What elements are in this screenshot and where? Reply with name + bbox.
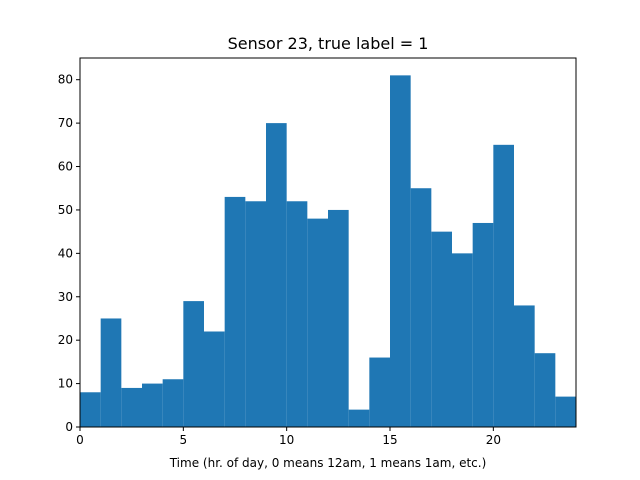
histogram-bar-2 xyxy=(121,388,142,427)
x-axis-label: Time (hr. of day, 0 means 12am, 1 means … xyxy=(169,456,487,470)
histogram-bar-1 xyxy=(101,318,122,427)
histogram-bar-21 xyxy=(514,305,535,427)
y-tick-label: 50 xyxy=(58,203,73,217)
x-tick-label: 5 xyxy=(180,433,188,447)
histogram-bar-18 xyxy=(452,253,473,427)
histogram-bar-19 xyxy=(473,223,494,427)
histogram-bar-12 xyxy=(328,210,349,427)
y-tick-label: 0 xyxy=(65,420,73,434)
histogram-bar-14 xyxy=(369,358,390,427)
histogram-bar-11 xyxy=(307,219,328,427)
y-tick-label: 70 xyxy=(58,116,73,130)
y-tick-label: 20 xyxy=(58,333,73,347)
histogram-bar-10 xyxy=(287,201,308,427)
y-tick-label: 10 xyxy=(58,377,73,391)
histogram-bar-7 xyxy=(225,197,246,427)
histogram-bar-23 xyxy=(555,397,576,427)
histogram-bar-4 xyxy=(163,379,184,427)
histogram-bar-15 xyxy=(390,75,411,427)
histogram-bar-0 xyxy=(80,392,101,427)
y-tick-label: 40 xyxy=(58,246,73,260)
histogram-bar-16 xyxy=(411,188,432,427)
y-tick-label: 60 xyxy=(58,160,73,174)
y-tick-label: 80 xyxy=(58,73,73,87)
histogram-bar-20 xyxy=(493,145,514,427)
histogram-bar-22 xyxy=(535,353,556,427)
x-tick-label: 20 xyxy=(486,433,501,447)
histogram-bar-9 xyxy=(266,123,287,427)
histogram-bar-5 xyxy=(183,301,204,427)
chart-title: Sensor 23, true label = 1 xyxy=(228,34,429,53)
x-tick-label: 0 xyxy=(76,433,84,447)
histogram-bar-6 xyxy=(204,331,225,427)
x-tick-label: 10 xyxy=(279,433,294,447)
histogram-bar-17 xyxy=(431,232,452,427)
histogram-bar-3 xyxy=(142,384,163,427)
x-tick-label: 15 xyxy=(382,433,397,447)
histogram-bar-8 xyxy=(245,201,266,427)
y-tick-label: 30 xyxy=(58,290,73,304)
histogram-bar-13 xyxy=(349,410,370,427)
